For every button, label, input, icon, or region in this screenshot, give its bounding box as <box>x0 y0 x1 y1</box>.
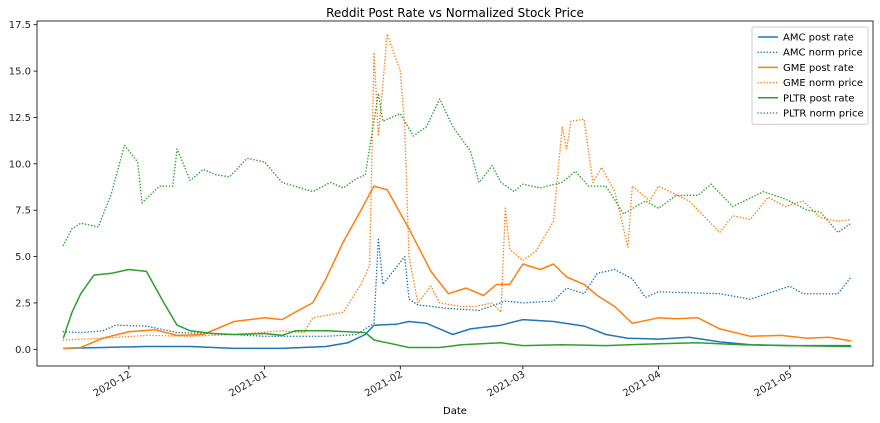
series-line-gme-post-rate <box>63 185 852 350</box>
legend-label: PLTR post rate <box>783 93 855 104</box>
chart-title: Reddit Post Rate vs Normalized Stock Pri… <box>326 6 584 20</box>
series-line-gme-norm-price <box>62 33 852 341</box>
y-tick-label: 2.5 <box>15 298 31 309</box>
legend-label: GME post rate <box>783 63 854 74</box>
y-tick-label: 0.0 <box>15 345 31 356</box>
y-tick-label: 17.5 <box>9 20 31 31</box>
y-tick-label: 7.5 <box>15 206 31 217</box>
x-axis-label: Date <box>443 406 467 417</box>
y-axis: 0.0 2.5 5.0 7.5 10.0 12.5 15.0 17.5 <box>9 20 37 356</box>
legend-label: GME norm price <box>783 78 863 89</box>
series-line-amc-post-rate <box>63 318 852 350</box>
legend-label: PLTR norm price <box>783 109 864 120</box>
series-line-pltr-norm-price <box>62 92 852 247</box>
legend-label: AMC post rate <box>783 33 854 44</box>
y-tick-label: 10.0 <box>9 159 31 170</box>
y-tick-label: 12.5 <box>9 113 31 124</box>
series-line-pltr-post-rate <box>62 268 852 349</box>
y-tick-label: 15.0 <box>9 67 31 78</box>
legend-label: AMC norm price <box>783 48 863 59</box>
legend: AMC post rate AMC norm price GME post rate… <box>751 26 869 125</box>
plot-frame <box>36 20 874 367</box>
series-line-amc-norm-price <box>62 237 852 338</box>
y-tick-label: 5.0 <box>15 252 31 263</box>
plot-area <box>62 33 852 350</box>
legend-box <box>751 26 869 125</box>
